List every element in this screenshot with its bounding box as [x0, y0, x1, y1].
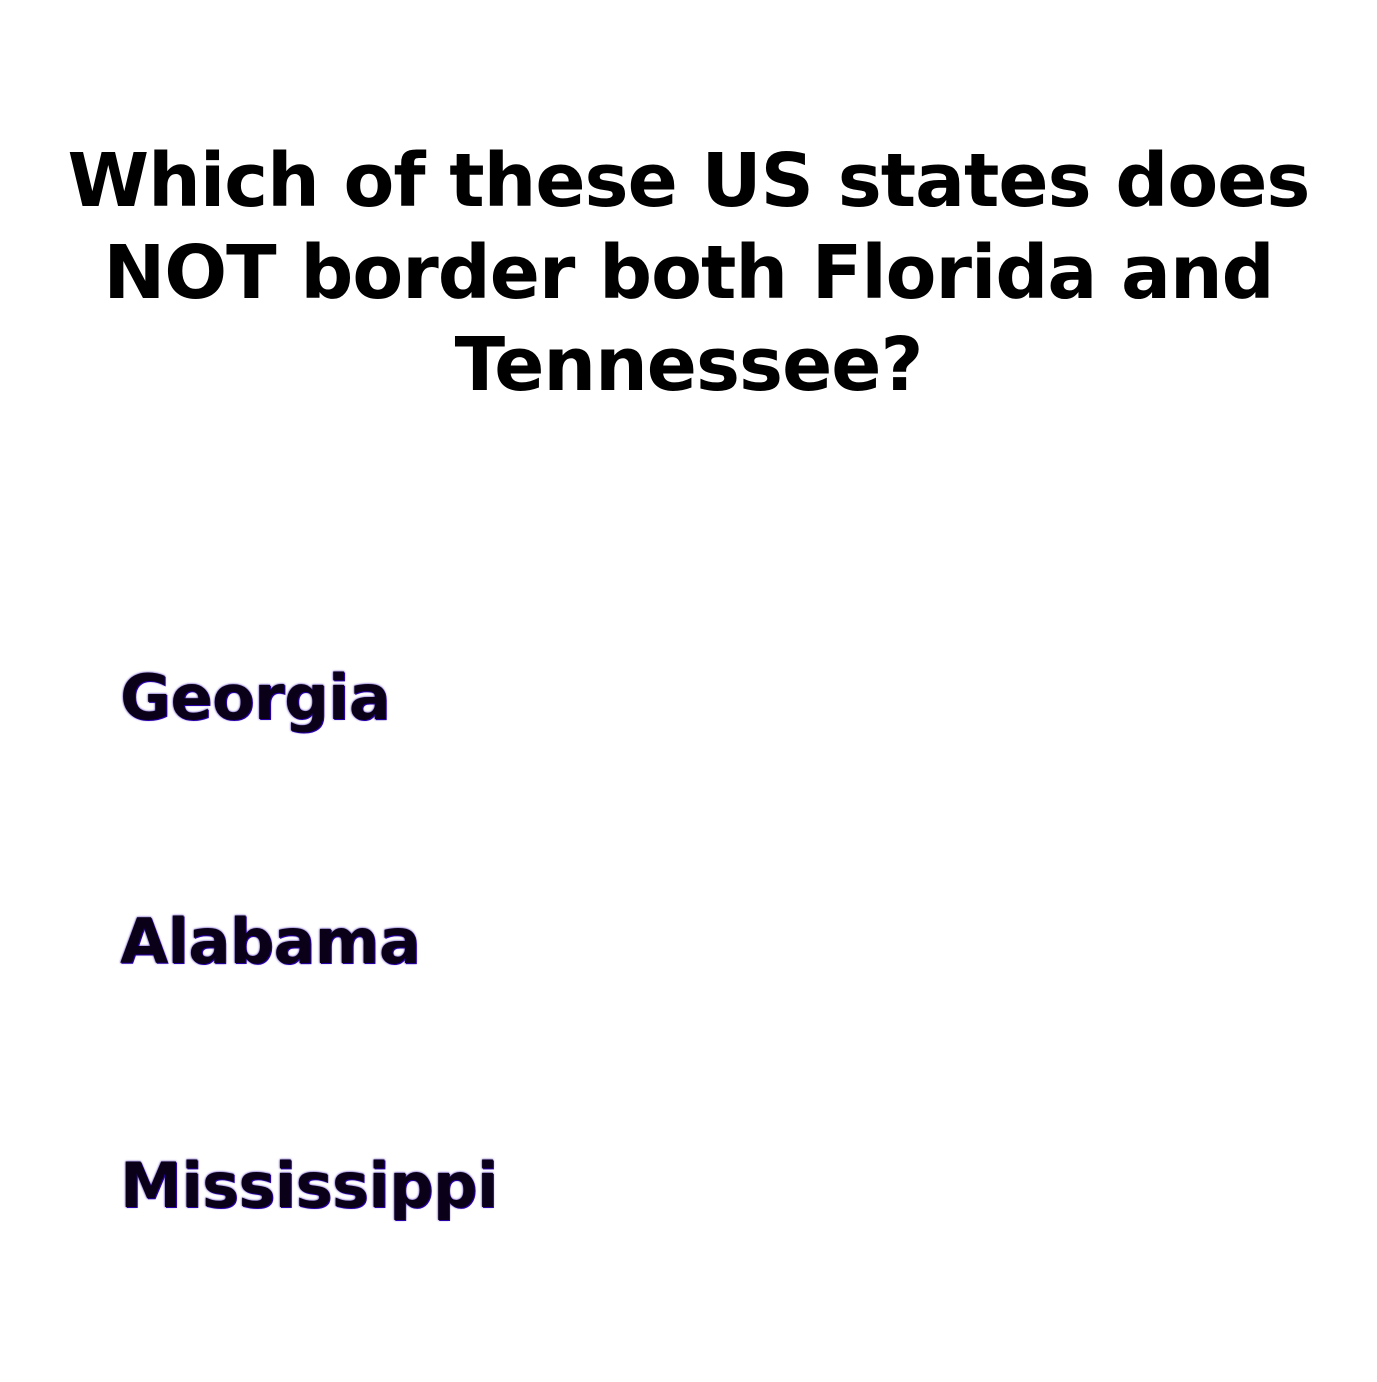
quiz-screen: Which of these US states does NOT border…	[67, 138, 1311, 1222]
answer-label[interactable]: Mississippi	[120, 1149, 498, 1222]
answer-option-alabama[interactable]: Alabama	[120, 894, 1020, 1138]
answer-list: Georgia Alabama Mississippi	[120, 650, 1020, 1382]
answer-option-mississippi[interactable]: Mississippi	[120, 1138, 1020, 1382]
answer-label[interactable]: Georgia	[120, 661, 391, 734]
question-text: Which of these US states does NOT border…	[67, 138, 1311, 408]
answer-option-georgia[interactable]: Georgia	[120, 650, 1020, 894]
answer-label[interactable]: Alabama	[120, 905, 421, 978]
